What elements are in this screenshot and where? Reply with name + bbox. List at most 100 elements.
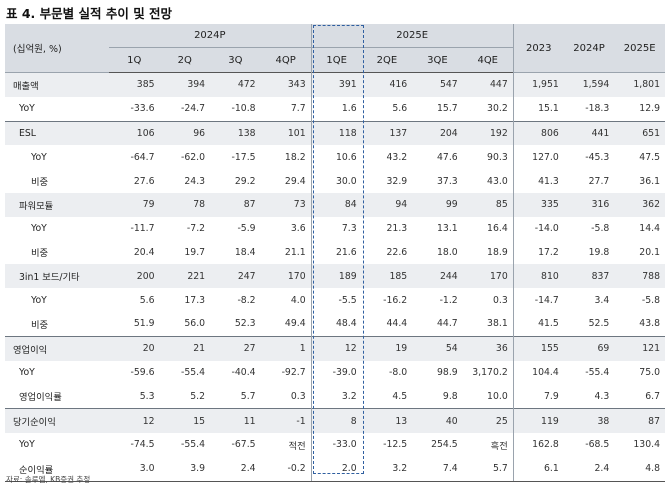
table-cell: 4.0: [290, 294, 306, 306]
table-cell: 20: [109, 335, 160, 361]
table-cell: 2.4: [563, 456, 615, 482]
row-label: 매출액: [5, 72, 109, 97]
table-cell: 적전: [288, 440, 306, 452]
table-cell: 806: [512, 120, 564, 146]
row-label: 영업이익률: [19, 392, 62, 404]
table-cell: 75.0: [639, 366, 660, 378]
table-cell: 10.6: [310, 145, 362, 170]
table-cell: 9.8: [442, 390, 458, 402]
table-row: YoY 5.6 17.3 -8.2 4.0 -5.5 -16.2 -1.2 0.3 -14.7 3.…: [5, 288, 665, 312]
table-cell: -55.4: [181, 439, 206, 451]
table-cell: 441: [563, 120, 615, 146]
table-cell: 416: [361, 72, 413, 97]
table-row: 영업이익 20 21 27 1 12 19 54 36 155 69 121: [5, 335, 665, 361]
financial-table-container: (십억원, %) 2024P 2025E 2023 2024P 2025E 1Q…: [5, 24, 665, 482]
table-cell: 37.3: [437, 175, 458, 187]
table-cell: 651: [614, 120, 665, 146]
table-cell: 51.9: [133, 318, 155, 330]
table-cell: 44.7: [437, 318, 458, 330]
table-cell: -16.2: [383, 294, 408, 306]
table-cell: 101: [260, 120, 312, 146]
row-label: 당기순이익: [5, 408, 109, 433]
quarter-header-0: 1Q: [109, 47, 160, 73]
row-label: 파워모듈: [5, 192, 109, 217]
table-cell: 27.6: [133, 175, 155, 187]
table-row: 비중 27.6 24.3 29.2 29.4 30.0 32.9 37.3 43.0 41.3 27…: [5, 169, 665, 193]
table-cell: 79: [109, 192, 160, 217]
table-cell: 25: [462, 408, 514, 433]
table-cell: 3.4: [594, 294, 610, 306]
table-cell: -59.6: [130, 366, 155, 378]
table-cell: 10.0: [487, 390, 508, 402]
quarter-header-5: 2QE: [361, 47, 413, 73]
table-cell: 3.2: [361, 456, 413, 482]
table-cell: 13.1: [437, 223, 458, 235]
table-cell: 118: [310, 120, 362, 146]
table-cell: 98.9: [437, 366, 458, 378]
table-cell: -12.5: [383, 439, 408, 451]
table-row: 순이익률 3.0 3.9 2.4 -0.2 2.0 3.2 7.4 5.7 6.1 2.4 4.8: [5, 456, 665, 482]
table-cell: -39.0: [310, 360, 362, 385]
table-cell: 221: [159, 264, 211, 289]
row-label: ESL: [5, 120, 109, 146]
table-cell: 73: [260, 192, 312, 217]
table-cell: 4.8: [614, 456, 665, 482]
table-row: 3in1 보드/기타 200 221 247 170 189 185 244 170 810 837…: [5, 264, 665, 289]
table-cell: -92.7: [281, 366, 306, 378]
table-cell: -55.4: [181, 366, 206, 378]
quarter-header-3: 4QP: [260, 47, 312, 73]
table-cell: 391: [310, 72, 362, 97]
table-cell: 106: [109, 120, 160, 146]
table-cell: -62.0: [181, 151, 206, 163]
table-cell: 200: [109, 264, 160, 289]
table-cell: 21.1: [284, 246, 306, 258]
annual-header-0: 2023: [512, 24, 564, 73]
table-cell: 5.6: [139, 294, 155, 306]
table-cell: 21.3: [386, 223, 408, 235]
table-cell: 17.2: [512, 240, 564, 265]
table-cell: 87: [210, 192, 261, 217]
table-cell: 12.9: [639, 103, 660, 115]
table-cell: 41.5: [512, 311, 564, 337]
table-cell: 5.2: [190, 390, 206, 402]
table-cell: 6.1: [512, 456, 564, 482]
table-cell: 385: [109, 72, 160, 97]
row-label: 영업이익: [5, 335, 109, 361]
table-cell: 21: [159, 335, 211, 361]
table-cell: -11.7: [130, 223, 155, 235]
table-cell: -1.2: [439, 294, 458, 306]
table-cell: 27: [210, 335, 261, 361]
table-cell: -5.5: [310, 288, 362, 312]
table-cell: 162.8: [512, 432, 564, 457]
table-cell: 19: [361, 335, 413, 361]
table-cell: 788: [614, 264, 665, 289]
table-cell: 1: [260, 335, 312, 361]
table-cell: -17.5: [231, 151, 256, 163]
table-cell: -45.3: [585, 151, 610, 163]
table-cell: 3.9: [159, 456, 211, 482]
table-cell: 27.7: [588, 175, 610, 187]
table-cell: 1.6: [310, 96, 362, 122]
table-cell: -14.0: [512, 216, 564, 241]
table-cell: 127.0: [512, 145, 564, 170]
table-row: ESL 106 96 138 101 118 137 204 192 806 441 651: [5, 120, 665, 146]
table-cell: 40: [412, 408, 463, 433]
row-label: 비중: [31, 248, 49, 260]
table-cell: 2.4: [210, 456, 261, 482]
table-cell: 15.1: [512, 96, 564, 122]
table-cell: 16.4: [487, 223, 508, 235]
table-row: 영업이익률 5.3 5.2 5.7 0.3 3.2 4.5 9.8 10.0 7.9 4.3 6.7: [5, 384, 665, 409]
quarter-header-7: 4QE: [462, 47, 514, 73]
table-cell: 185: [361, 264, 413, 289]
table-cell: 0.3: [290, 390, 306, 402]
row-label: YoY: [31, 294, 47, 306]
table-cell: 69: [563, 335, 615, 361]
table-cell: 189: [310, 264, 362, 289]
table-cell: 54: [412, 335, 463, 361]
table-cell: 30.2: [487, 103, 508, 115]
source-note: 자료: 솔루엠, KB증권 추정: [6, 475, 91, 484]
table-cell: 4.5: [392, 390, 408, 402]
row-label: 비중: [31, 177, 49, 189]
table-header: (십억원, %) 2024P 2025E 2023 2024P 2025E 1Q…: [5, 24, 665, 73]
table-cell: 90.3: [487, 151, 508, 163]
